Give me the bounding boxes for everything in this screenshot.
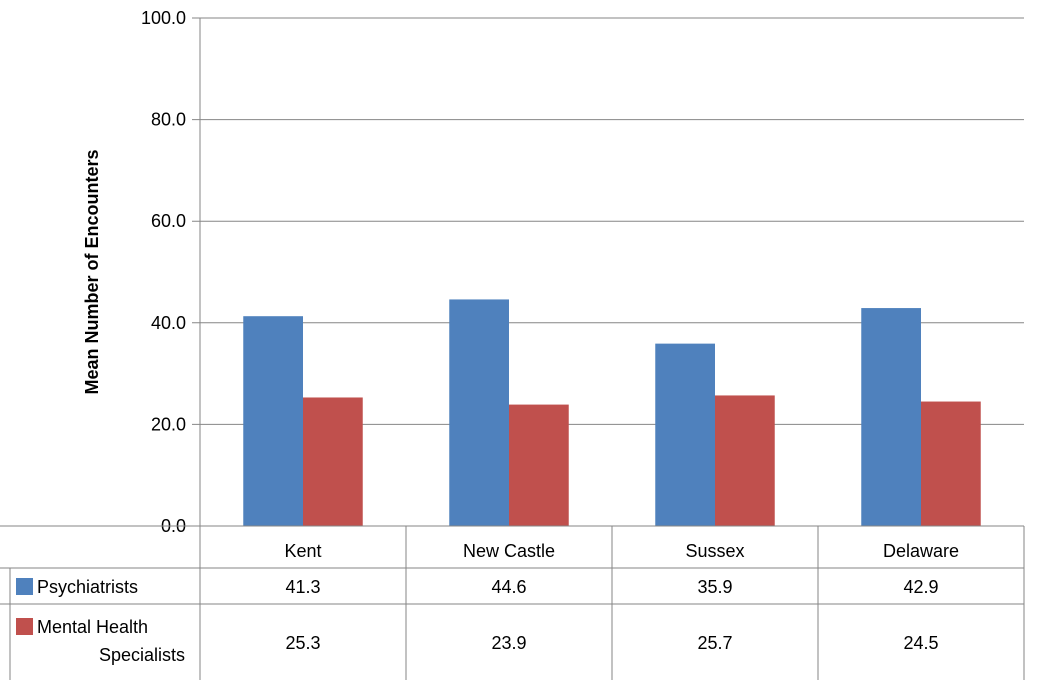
y-tick-label: 20.0: [151, 414, 186, 434]
bar: [243, 316, 303, 526]
y-tick-label: 100.0: [141, 8, 186, 28]
bar: [715, 395, 775, 526]
category-label: Kent: [284, 541, 321, 561]
data-label: 25.7: [697, 633, 732, 653]
bar: [509, 404, 569, 526]
category-label: New Castle: [463, 541, 555, 561]
y-tick-label: 40.0: [151, 313, 186, 333]
y-axis-title: Mean Number of Encounters: [82, 149, 102, 394]
bars: [243, 299, 981, 526]
legend-label: Mental Health: [37, 617, 148, 637]
category-label: Delaware: [883, 541, 959, 561]
bar: [655, 343, 715, 526]
y-tick-label: 60.0: [151, 211, 186, 231]
category-label: Sussex: [685, 541, 744, 561]
data-table: Kent New Castle Sussex Delaware Psychiatrist…: [0, 525, 1025, 680]
y-tick-label: 80.0: [151, 110, 186, 130]
legend-label: Specialists: [99, 645, 185, 665]
legend-key: [16, 618, 33, 635]
data-label: 23.9: [491, 633, 526, 653]
bar: [921, 401, 981, 526]
bar: [861, 308, 921, 526]
data-label: 44.6: [491, 577, 526, 597]
legend-label: Psychiatrists: [37, 577, 138, 597]
bar: [449, 299, 509, 526]
data-label: 24.5: [903, 633, 938, 653]
data-label: 42.9: [903, 577, 938, 597]
legend-key: [16, 578, 33, 595]
data-label: 25.3: [285, 633, 320, 653]
data-label: 41.3: [285, 577, 320, 597]
data-label: 35.9: [697, 577, 732, 597]
bar: [303, 397, 363, 526]
